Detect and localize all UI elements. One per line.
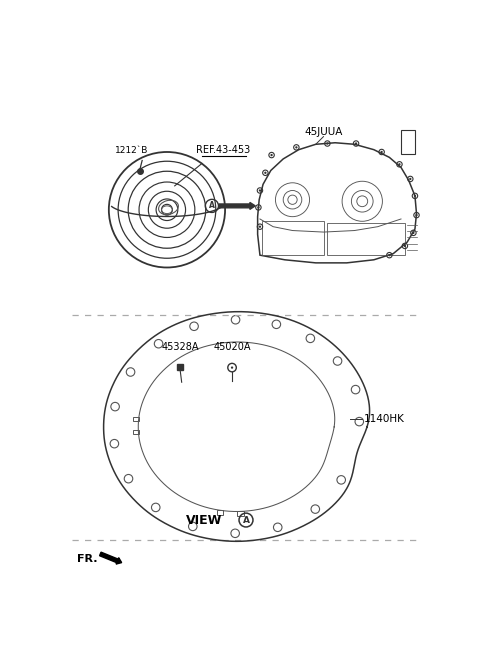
- Circle shape: [355, 143, 357, 145]
- Text: A: A: [209, 202, 215, 210]
- Bar: [177, 364, 183, 370]
- Circle shape: [259, 189, 261, 192]
- Text: 1140HK: 1140HK: [364, 414, 405, 424]
- Circle shape: [264, 171, 266, 174]
- Circle shape: [381, 151, 383, 153]
- FancyArrow shape: [99, 552, 121, 564]
- Circle shape: [295, 147, 298, 148]
- Circle shape: [231, 367, 233, 369]
- Circle shape: [270, 154, 273, 156]
- Text: 45JUUA: 45JUUA: [304, 127, 343, 137]
- Bar: [217, 510, 224, 515]
- Text: FR.: FR.: [77, 554, 97, 564]
- Circle shape: [404, 245, 406, 247]
- Circle shape: [414, 194, 416, 197]
- Text: 45328A: 45328A: [161, 342, 199, 352]
- Circle shape: [388, 254, 391, 256]
- Circle shape: [257, 206, 260, 208]
- Circle shape: [412, 232, 415, 234]
- Text: VIEW: VIEW: [186, 514, 223, 526]
- Text: 1212`B: 1212`B: [115, 146, 148, 155]
- Circle shape: [326, 143, 328, 145]
- FancyArrow shape: [219, 202, 255, 210]
- Text: REF.43-453: REF.43-453: [196, 145, 250, 155]
- Bar: [133, 430, 139, 434]
- Bar: [133, 417, 139, 421]
- Text: A: A: [242, 516, 250, 524]
- Circle shape: [259, 225, 261, 228]
- Bar: [238, 511, 243, 516]
- Text: 45020A: 45020A: [213, 342, 251, 352]
- Circle shape: [398, 163, 401, 166]
- Circle shape: [415, 214, 418, 216]
- Circle shape: [409, 178, 411, 180]
